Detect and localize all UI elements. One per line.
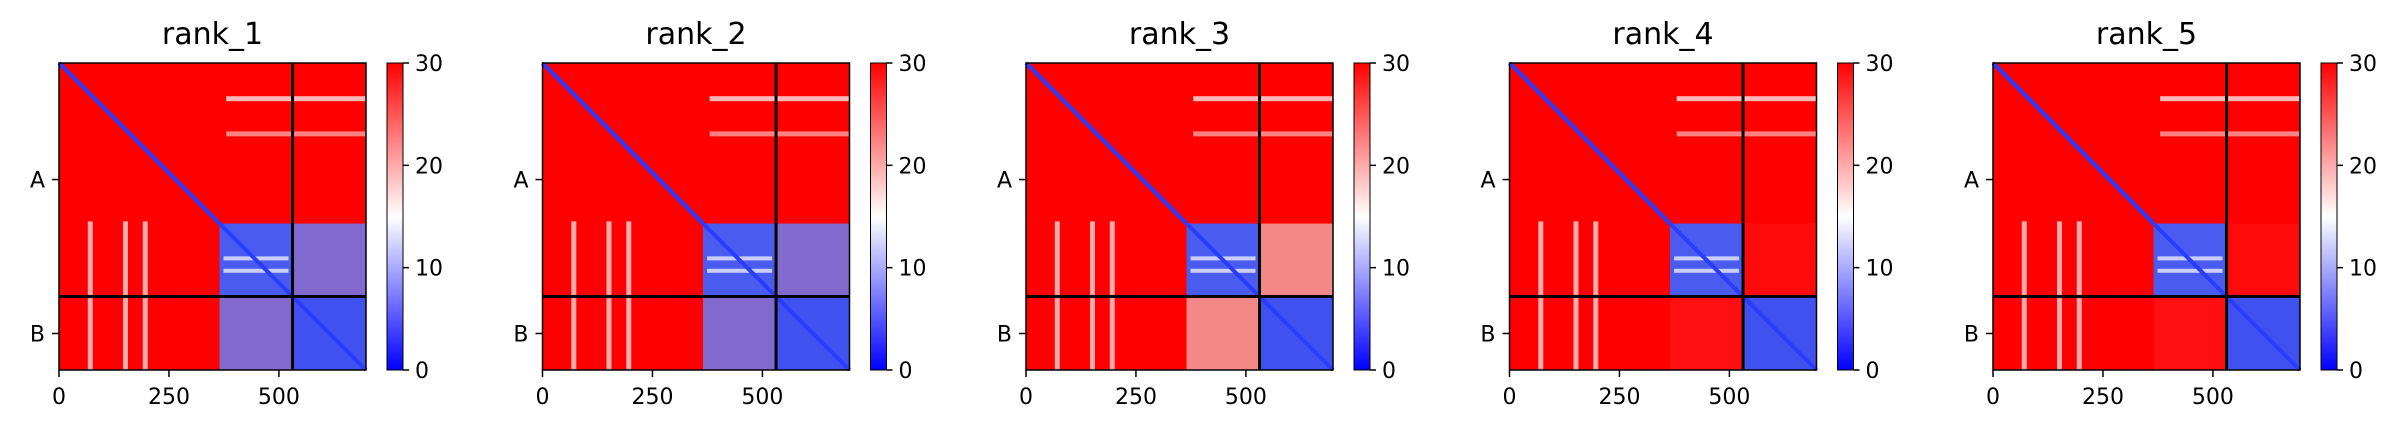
- chain-label: A: [997, 169, 1012, 194]
- colorbar: [1353, 62, 1371, 371]
- interchain-block: [292, 223, 366, 297]
- axes-frame: [1992, 62, 2301, 371]
- x-tick-label: 500: [1225, 385, 1267, 410]
- colorbar-tick-label: 30: [1866, 52, 1894, 77]
- colorbar-tick-label: 30: [2349, 52, 2377, 77]
- diagonal: [57, 61, 368, 372]
- chain-label: A: [513, 169, 528, 194]
- colorbar: [870, 62, 887, 371]
- domain-stripe: [1674, 268, 1740, 273]
- interchain-block: [2153, 296, 2227, 370]
- x-tick-label: 500: [258, 385, 300, 410]
- x-tick-label: 250: [631, 385, 673, 410]
- x-tick-label: 0: [52, 385, 66, 410]
- interchain-block: [219, 296, 293, 370]
- chain-label: B: [513, 322, 528, 347]
- stripe: [226, 96, 366, 102]
- interchain-block: [2226, 223, 2300, 297]
- colorbar-tick-label: 10: [899, 257, 927, 282]
- x-tick-label: 250: [1115, 385, 1157, 410]
- stripe: [1676, 96, 1817, 102]
- colorbar-tick-label: 10: [415, 257, 443, 282]
- chain-label: A: [1964, 169, 1979, 194]
- stripe: [1193, 96, 1333, 102]
- panel-title: rank_4: [1612, 17, 1713, 52]
- domain-stripe: [2157, 268, 2223, 273]
- domain-stripe: [707, 268, 773, 273]
- chain-label: B: [30, 322, 45, 347]
- diagonal: [1991, 61, 2302, 372]
- interchain-block: [1743, 223, 1817, 297]
- interchain-block: [1670, 296, 1744, 370]
- x-tick-label: 250: [148, 385, 190, 410]
- axes-frame: [58, 62, 367, 371]
- interchain-block: [776, 223, 850, 297]
- x-tick-label: 250: [2082, 385, 2124, 410]
- interchain-block: [1259, 223, 1333, 297]
- chain-label: B: [997, 322, 1012, 347]
- colorbar-tick-label: 20: [899, 154, 927, 179]
- panel-title: rank_2: [645, 17, 746, 52]
- colorbar-tick-label: 30: [415, 52, 443, 77]
- colorbar-tick-label: 30: [899, 52, 927, 77]
- axes-frame: [1508, 62, 1818, 371]
- colorbar-tick-label: 0: [2349, 359, 2363, 384]
- chain-label: B: [1480, 322, 1495, 347]
- colorbar: [2320, 62, 2338, 371]
- panel-title: rank_1: [162, 17, 263, 52]
- x-tick-label: 0: [1503, 385, 1517, 410]
- chain-label: A: [30, 169, 45, 194]
- colorbar-tick-label: 0: [1382, 359, 1396, 384]
- interchain-block: [1186, 296, 1260, 370]
- x-tick-label: 500: [1708, 385, 1750, 410]
- x-tick-label: 0: [1986, 385, 2000, 410]
- colorbar-tick-label: 20: [415, 154, 443, 179]
- panel-title: rank_5: [2096, 17, 2197, 52]
- domain-stripe: [223, 268, 289, 273]
- colorbar-tick-label: 0: [1866, 359, 1880, 384]
- colorbar: [1837, 62, 1854, 371]
- x-tick-label: 500: [741, 385, 783, 410]
- domain-stripe: [1190, 268, 1256, 273]
- axes-frame: [1025, 62, 1334, 371]
- diagonal: [1024, 61, 1335, 372]
- heatmap-panel: rank_3 0 250 500 A B 0 10 20 30: [997, 17, 1410, 410]
- panel-title: rank_3: [1129, 17, 1230, 52]
- colorbar-tick-label: 20: [1866, 154, 1894, 179]
- colorbar-tick-label: 10: [2349, 257, 2377, 282]
- stripe: [2160, 96, 2300, 102]
- x-tick-label: 0: [536, 385, 550, 410]
- colorbar-tick-label: 0: [899, 359, 913, 384]
- colorbar-tick-label: 0: [415, 359, 429, 384]
- x-tick-label: 0: [1019, 385, 1033, 410]
- colorbar-tick-label: 20: [2349, 154, 2377, 179]
- colorbar-tick-label: 20: [1382, 154, 1410, 179]
- stripe: [1676, 131, 1817, 137]
- stripe: [1193, 131, 1333, 137]
- chain-label: A: [1480, 169, 1495, 194]
- x-tick-label: 500: [2192, 385, 2234, 410]
- stripe: [2160, 131, 2300, 137]
- diagonal: [1508, 61, 1818, 372]
- interchain-block: [703, 296, 777, 370]
- stripe: [226, 131, 366, 137]
- diagonal: [541, 61, 851, 372]
- colorbar-tick-label: 10: [1866, 257, 1894, 282]
- x-tick-label: 250: [1598, 385, 1640, 410]
- heatmap-panel: rank_4 0 250 500 A B 0 10 20 30: [1480, 17, 1893, 410]
- stripe: [709, 96, 850, 102]
- heatmap-panel: rank_2 0 250 500 A B 0 10 20 30: [513, 17, 926, 410]
- colorbar-tick-label: 10: [1382, 257, 1410, 282]
- heatmap-panel: rank_1 0 250 500 A B 0 10 20 30: [30, 17, 443, 410]
- chain-label: B: [1964, 322, 1979, 347]
- colorbar-tick-label: 30: [1382, 52, 1410, 77]
- stripe: [709, 131, 850, 137]
- heatmap-panel: rank_5 0 250 500 A B 0 10 20 30: [1964, 17, 2377, 410]
- colorbar: [386, 62, 404, 371]
- axes-frame: [541, 62, 851, 371]
